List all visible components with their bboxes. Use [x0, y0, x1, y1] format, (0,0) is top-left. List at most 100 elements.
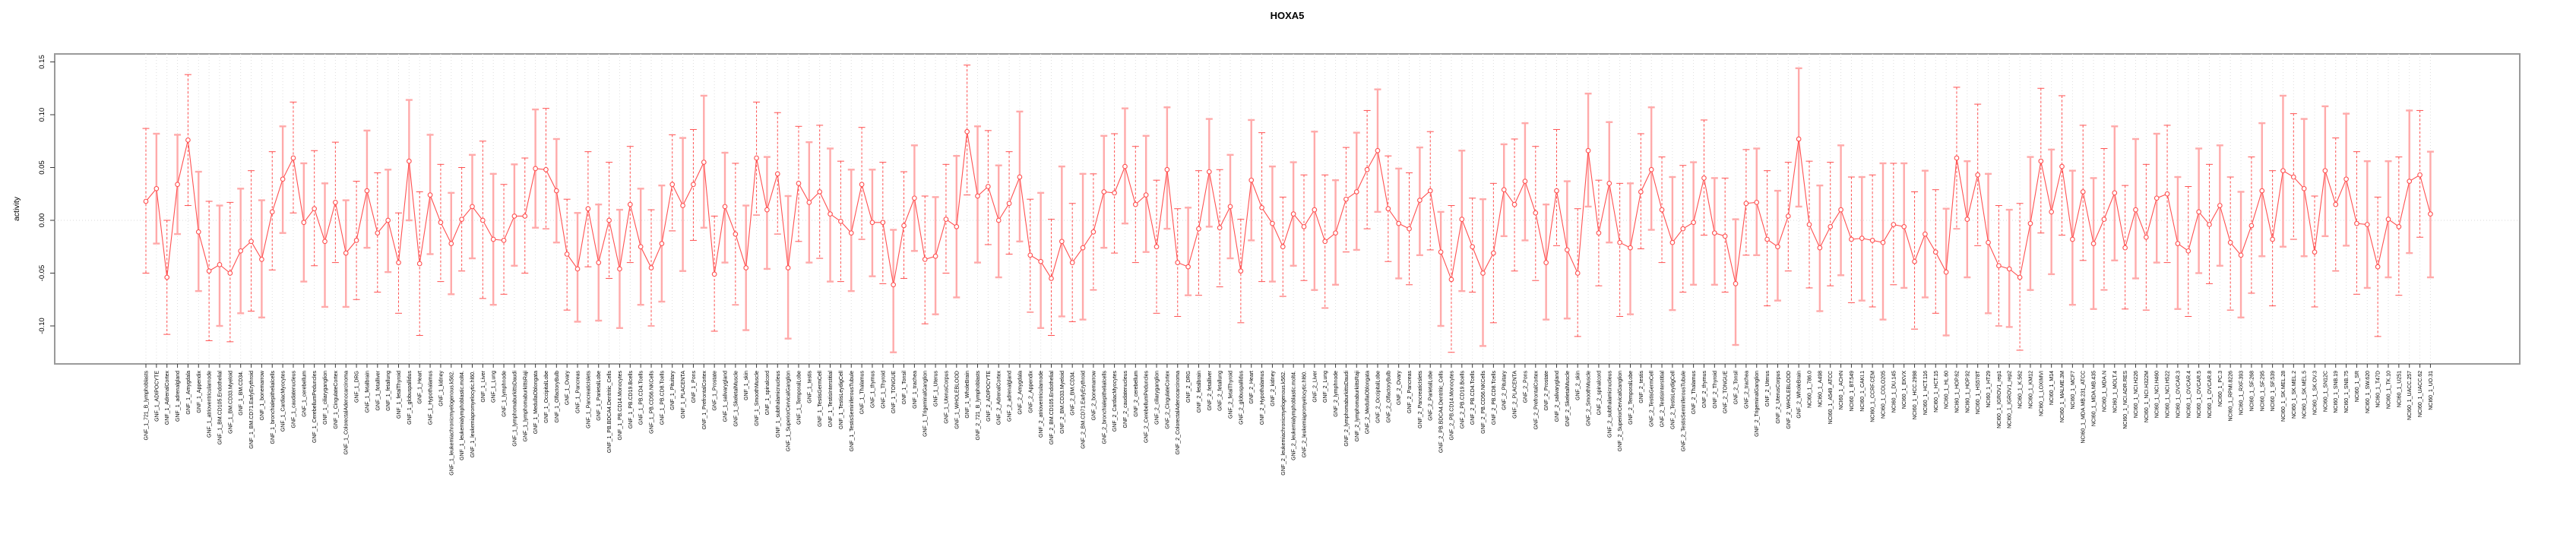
x-tick-label: GNF_1_PB.CD8.Tcells — [660, 371, 665, 425]
x-tick-label: GNF_1_testis — [807, 371, 812, 403]
x-tick-label: GNF_1_721_B_lymphoblasts — [144, 371, 150, 441]
x-tick-label: GNF_1_Pancreas — [576, 371, 581, 414]
x-tick-label: NCI60_1_SF.268 — [2249, 371, 2255, 411]
x-tick-label: GNF_2_trachea — [1744, 371, 1749, 409]
x-tick-label: GNF_1_bronchialepithelialcells — [271, 371, 276, 444]
x-tick-label: GNF_2_PB.CD8.Tcells — [1492, 371, 1497, 425]
x-tick-label: GNF_2_OccipitalLobe — [1375, 371, 1381, 423]
x-tick-label: NCI60_1_NCI.H226 — [2134, 371, 2139, 418]
x-tick-label: GNF_2_Thalamus — [1691, 371, 1697, 415]
x-tick-label: NCI60_1_PC.3 — [2218, 371, 2223, 406]
x-tick-label: GNF_1_Amygdala — [186, 371, 191, 415]
x-tick-label: GNF_1_lymphnode — [502, 371, 508, 417]
x-tick-label: NCI60_1_786.0 — [1808, 371, 1813, 408]
x-tick-label: GNF_2_TrigeminalGanglion — [1755, 371, 1760, 437]
x-tick-label: GNF_1_TrigeminalGanglion — [923, 371, 929, 437]
x-tick-label: GNF_2_SkeletalMuscle — [1565, 371, 1571, 427]
x-tick-label: GNF_1_trachea — [913, 371, 918, 409]
x-tick-label: GNF_1_OccipitalLobe — [544, 371, 549, 423]
chart-title: HOXA5 — [1271, 10, 1305, 21]
x-tick-label: NCI60_1_RXF.393 — [2239, 371, 2245, 415]
x-tick-label: GNF_2_Tonsil — [1734, 371, 1739, 405]
x-tick-label: GNF_2_Hypothalamus — [1260, 371, 1265, 425]
x-tick-label: NCI60_1_M14 — [2049, 371, 2055, 405]
x-tick-label: NCI60_1_SK.OV.3 — [2313, 371, 2318, 415]
x-tick-label: GNF_2_WholeBrain — [1797, 371, 1802, 419]
x-tick-label: NCI60_1_SNB.75 — [2344, 371, 2350, 413]
x-tick-label: GNF_2_testis — [1639, 371, 1644, 403]
x-tick-label: NCI60_1_LOXIMVI — [2039, 371, 2044, 416]
x-tick-label: NCI60_1_U251 — [2397, 371, 2402, 407]
x-tick-label: GNF_1_Uterus — [934, 371, 939, 407]
x-tick-label: GNF_2_ColorectalAdenocarcinoma — [1176, 371, 1181, 455]
x-tick-label: NCI60_1_MCF7 — [2071, 371, 2076, 409]
x-tick-label: NCI60_1_SNB.19 — [2334, 371, 2339, 413]
x-tick-label: GNF_1_leukemiapromyelocytic.hl60. — [470, 371, 476, 457]
x-tick-label: GNF_1_BM.CD105.Endothelial — [217, 371, 223, 445]
x-tick-label: GNF_1_MedullaOblongata — [533, 371, 539, 434]
x-tick-label: GNF_2_SuperiorCervicalGanglion — [1618, 371, 1623, 451]
x-tick-label: GNF_2_UterusCorpus — [1776, 371, 1781, 424]
x-tick-label: GNF_2_721_B_lymphoblasts — [976, 371, 981, 441]
x-tick-label: GNF_1_cerebellum — [302, 371, 307, 417]
x-tick-label: NCI60_1_K.562 — [2018, 371, 2024, 409]
x-tick-label: GNF_1_lymphomaburkittsDaudi — [512, 371, 517, 447]
x-tick-label: NCI60_1_HS578T — [1976, 370, 1981, 414]
x-tick-label: GNF_1_PLACENTA — [681, 371, 686, 419]
x-tick-label: GNF_1_PB.CD19.Bcells — [628, 371, 634, 429]
x-tick-label: GNF_1_Ovary — [565, 371, 571, 406]
x-tick-label: NCI60_1_KM12 — [2028, 371, 2033, 409]
x-tick-label: NCI60_1_IGROV1_rep2 — [2008, 371, 2013, 428]
x-tick-label: GNF_1_fetalbrain — [365, 371, 370, 413]
x-tick-label: GNF_2_fetalThyroid — [1229, 371, 1234, 419]
x-tick-label: NCI60_1_HOP.62 — [1954, 371, 1960, 413]
x-tick-label: GNF_1_Lung — [492, 371, 497, 403]
x-tick-label: NCI60_1_OVCAR.4 — [2186, 371, 2191, 418]
x-tick-label: GNF_1_WholeBrain — [965, 371, 970, 419]
y-tick-label: 0.10 — [38, 108, 46, 122]
x-tick-label: GNF_1_PB.CD14.Monocytes — [618, 371, 623, 441]
x-tick-label: GNF_2_TemporalLobe — [1628, 371, 1634, 425]
x-tick-label: NCI60_1_HCT.116 — [1923, 371, 1929, 415]
x-tick-label: GNF_2_spinalcord — [1597, 371, 1602, 415]
x-tick-label: NCI60_1_NCI.ADR.RES — [2123, 371, 2128, 429]
x-tick-label: GNF_2_AdrenalCortex — [997, 371, 1002, 425]
x-tick-label: GNF_1_BM.CD33.Myeloid — [228, 371, 233, 434]
x-tick-label: GNF_2_atrioventricularnode — [1039, 371, 1044, 438]
x-tick-label: GNF_1_subthalamicnucleus — [776, 371, 781, 438]
x-tick-label: GNF_1_SuperiorCervicalGanglion — [786, 371, 792, 451]
x-tick-label: GNF_2_fetallung — [1218, 371, 1223, 411]
error-bars — [142, 65, 2434, 353]
x-tick-label: GNF_2_DRG — [1186, 371, 1191, 403]
x-tick-label: GNF_2_Uterus — [1765, 371, 1771, 407]
x-tick-label: GNF_1_CerebellumPeduncles — [312, 371, 318, 443]
x-tick-label: GNF_1_AdrenalCortex — [165, 371, 170, 425]
x-tick-label: NCI60_1_EKVX — [1902, 371, 1907, 409]
x-axis-labels: GNF_1_721_B_lymphoblasts GNF_1_ADIPOCYTE G… — [144, 370, 2434, 476]
x-tick-label: NCI60_1_T47D — [2376, 371, 2381, 408]
x-tick-label: GNF_1_DRG — [355, 371, 360, 403]
x-tick-label: GNF_2_PB.CD14.Monocytes — [1449, 371, 1454, 441]
x-tick-label: GNF_2_SmoothMuscle — [1587, 371, 1592, 426]
x-tick-label: GNF_1_thymus — [870, 371, 875, 409]
x-tick-label: GNF_2_Ovary — [1397, 371, 1402, 406]
x-tick-label: GNF_2_TestisGermCell — [1650, 371, 1655, 427]
x-tick-label: GNF_2_leukemialymphoblastic.molt4. — [1292, 371, 1297, 460]
y-axis-tick-labels: -0.10 -0.05 0.00 0.05 0.10 0.15 — [38, 55, 46, 334]
x-tick-label: GNF_2_bonemarrow — [1091, 370, 1097, 420]
x-tick-label: NCI60_1_SK.MEL.2 — [2292, 371, 2297, 419]
x-tick-label: GNF_1_TestisInterstitial — [828, 371, 834, 428]
x-tick-label: GNF_1_caudatenucleus — [291, 371, 296, 428]
x-tick-label: GNF_2_Thyroid — [1713, 371, 1718, 409]
x-tick-label: GNF_2_BM.CD105.Endothelial — [1049, 371, 1055, 445]
x-tick-label: GNF_2_Pons — [1523, 371, 1528, 403]
x-tick-label: GNF_1_Appendix — [197, 371, 202, 413]
x-tick-label: GNF_1_spinalcord — [765, 371, 771, 415]
vertical-gridlines — [145, 54, 2431, 364]
x-tick-label: GNF_2_BM.CD71.EarlyErythroid — [1081, 371, 1087, 449]
x-tick-label: GNF_1_PB.BDCA4.Dentritic_Cells — [607, 371, 612, 454]
x-tick-label: GNF_1_TestisSeminiferousTubule — [850, 371, 855, 451]
x-tick-label: NCI60_1_CCRF.CEM — [1871, 371, 1876, 422]
x-tick-label: GNF_1_salivarygland — [723, 371, 728, 422]
